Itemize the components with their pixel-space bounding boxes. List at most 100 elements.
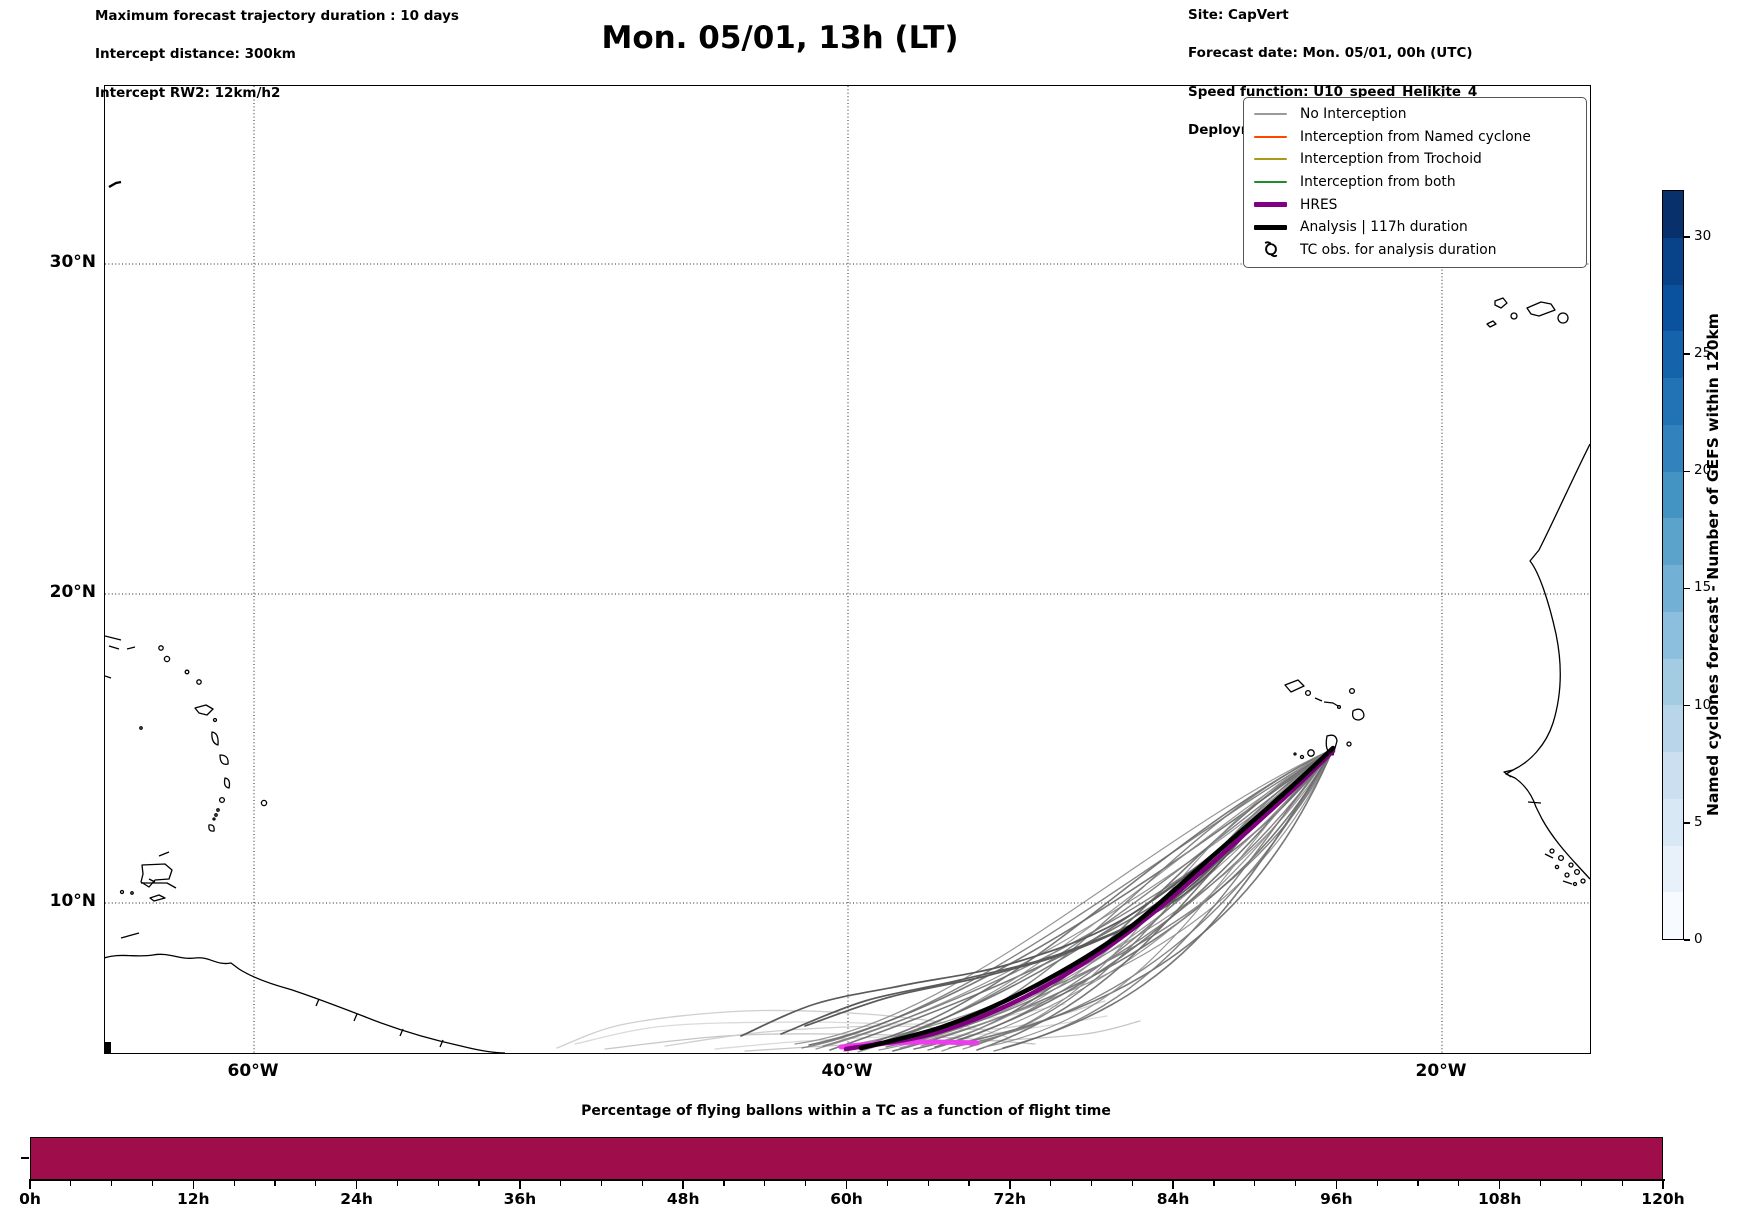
x-major-tick bbox=[1498, 1181, 1501, 1189]
x-minor-tick bbox=[886, 1181, 888, 1186]
lat-tick-label: 20°N bbox=[49, 582, 96, 602]
trajectory-gefs-member bbox=[927, 748, 1334, 1051]
x-minor-tick bbox=[1050, 1181, 1052, 1186]
x-tick-label: 48h bbox=[666, 1190, 700, 1208]
trajectory-gefs-member bbox=[899, 748, 1334, 1049]
coastline-canary-islands bbox=[1486, 297, 1569, 328]
coastline-stlucia bbox=[223, 777, 231, 789]
trajectory-gefs-member bbox=[969, 748, 1334, 1047]
speed-function-text: Speed function: U10_speed_Helikite_4 bbox=[1188, 83, 1478, 100]
x-tick-label: 108h bbox=[1477, 1190, 1522, 1208]
colorbar-tick-label: 0 bbox=[1694, 931, 1703, 947]
legend-item-label: TC obs. for analysis duration bbox=[1300, 241, 1497, 258]
x-minor-tick bbox=[1131, 1181, 1133, 1186]
colorbar-tick-label: 5 bbox=[1694, 813, 1703, 830]
colorbar-tick-label: 25 bbox=[1694, 345, 1712, 362]
map-canvas bbox=[104, 85, 1591, 1054]
legend-line-swatch bbox=[1254, 224, 1287, 230]
legend-line-swatch bbox=[1254, 202, 1287, 208]
colorbar-segment bbox=[1663, 798, 1683, 846]
lon-tick-label: 40°W bbox=[821, 1061, 873, 1081]
legend-row: TC obs. for analysis duration bbox=[1254, 239, 1578, 262]
x-major-tick bbox=[845, 1181, 848, 1189]
page-title: Mon. 05/01, 13h (LT) bbox=[601, 20, 959, 56]
x-minor-tick bbox=[1539, 1181, 1542, 1186]
x-minor-tick bbox=[1090, 1181, 1093, 1186]
x-major-tick bbox=[192, 1181, 195, 1189]
colorbar-tick-label: 10 bbox=[1694, 696, 1712, 713]
colorbar-segment bbox=[1663, 237, 1683, 285]
x-tick-label: 0h bbox=[19, 1190, 41, 1208]
x-minor-tick bbox=[274, 1181, 276, 1186]
lon-tick-label: 60°W bbox=[227, 1061, 279, 1081]
x-minor-tick bbox=[478, 1181, 480, 1186]
trajectory-gefs-member bbox=[1002, 748, 1334, 1049]
header-left-block: Maximum forecast trajectory duration : 1… bbox=[95, 7, 459, 103]
colorbar-segment bbox=[1663, 284, 1683, 332]
x-minor-tick bbox=[1294, 1181, 1297, 1186]
x-minor-tick bbox=[70, 1181, 72, 1186]
x-minor-tick bbox=[396, 1181, 399, 1186]
x-minor-tick bbox=[1417, 1181, 1419, 1186]
coastline-caribbean bbox=[105, 180, 506, 1053]
x-tick-label: 60h bbox=[830, 1190, 863, 1208]
x-minor-tick bbox=[437, 1181, 439, 1186]
x-tick-label: 120h bbox=[1641, 1190, 1685, 1208]
legend-row: Interception from both bbox=[1254, 171, 1578, 194]
x-major-tick bbox=[355, 1181, 358, 1189]
map-legend: No Interception Interception from Named c… bbox=[1243, 97, 1587, 269]
legend-item-label: Interception from both bbox=[1300, 174, 1456, 191]
coastline-leeward-dashes bbox=[105, 635, 136, 679]
x-minor-tick bbox=[600, 1181, 603, 1186]
x-minor-tick bbox=[968, 1181, 970, 1186]
colorbar-tick-mark bbox=[1684, 822, 1690, 824]
coastline-corner-fragment bbox=[105, 1042, 111, 1053]
x-tick-label: 96h bbox=[1320, 1190, 1353, 1208]
forecast-date-text: Forecast date: Mon. 05/01, 00h (UTC) bbox=[1188, 45, 1473, 62]
legend-row: HRES bbox=[1254, 193, 1578, 216]
trajectory-gefs-member bbox=[955, 748, 1334, 1045]
colorbar-segment bbox=[1663, 518, 1683, 565]
colorbar-segment bbox=[1663, 892, 1683, 939]
colorbar-segment bbox=[1663, 565, 1683, 612]
colorbar-tick-mark bbox=[1684, 470, 1690, 473]
trajectory-gefs-member bbox=[794, 748, 1334, 1045]
coastline-south-america bbox=[105, 953, 506, 1053]
colorbar-tick-label: 30 bbox=[1694, 227, 1712, 244]
coastline-barbados bbox=[260, 799, 268, 807]
coastline-guadeloupe bbox=[194, 704, 214, 716]
colorbar-segment bbox=[1663, 471, 1683, 519]
trajectory-gefs-member bbox=[984, 748, 1334, 1048]
colorbar-tick-label: 15 bbox=[1694, 579, 1712, 596]
trajectory-gefs-member bbox=[948, 748, 1334, 1049]
legend-line-swatch bbox=[1254, 113, 1287, 116]
x-minor-tick bbox=[1458, 1181, 1460, 1186]
x-minor-tick bbox=[1376, 1181, 1378, 1186]
x-major-tick bbox=[1172, 1181, 1174, 1189]
trajectory-hres bbox=[843, 748, 1336, 1052]
coastline-grenada bbox=[208, 824, 215, 832]
coastline-margarita bbox=[149, 894, 166, 902]
coastline-trinidad bbox=[140, 863, 173, 888]
x-minor-tick bbox=[315, 1181, 317, 1186]
map-svg bbox=[105, 86, 1590, 1053]
colorbar-segment bbox=[1663, 705, 1683, 752]
lon-tick-label: 20°W bbox=[1415, 1061, 1467, 1081]
max-duration-text: Maximum forecast trajectory duration : 1… bbox=[95, 8, 459, 24]
trajectory-lines bbox=[556, 745, 1336, 1053]
legend-item-label: No Interception bbox=[1300, 106, 1407, 123]
x-major-tick bbox=[29, 1181, 31, 1189]
legend-row: No Interception bbox=[1254, 103, 1578, 126]
legend-row: Interception from Named cyclone bbox=[1254, 126, 1578, 149]
colorbar-label: Named cyclones forecast - Number of GEFS… bbox=[1704, 313, 1722, 817]
legend-line-swatch bbox=[1254, 135, 1287, 138]
x-minor-tick bbox=[1621, 1181, 1623, 1186]
trajectory-gefs-member bbox=[857, 748, 1334, 1053]
colorbar-tick-mark bbox=[1684, 587, 1690, 590]
colorbar-segment bbox=[1663, 752, 1683, 799]
legend-row: Interception from Trochoid bbox=[1254, 148, 1578, 171]
x-minor-tick bbox=[111, 1181, 113, 1186]
x-tick-label: 24h bbox=[340, 1190, 373, 1208]
bottom-chart-title: Percentage of flying ballons within a TC… bbox=[581, 1103, 1111, 1119]
x-major-tick bbox=[1335, 1181, 1338, 1189]
